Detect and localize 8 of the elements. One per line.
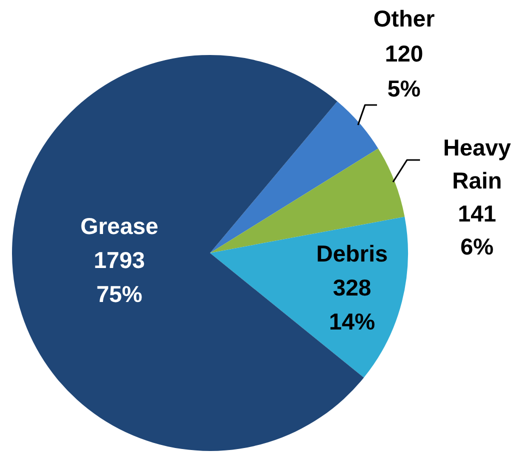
slice-label: Other — [373, 5, 435, 32]
data-label: 141 6% — [458, 200, 496, 260]
data-label: 328 14% — [329, 274, 376, 334]
slice-label: Heavy Rain — [443, 134, 512, 194]
data-label: 120 5% — [384, 40, 424, 102]
slice-label: Grease — [80, 213, 158, 240]
data-label: 1793 75% — [94, 247, 145, 308]
slice-label: Debris — [316, 240, 388, 266]
